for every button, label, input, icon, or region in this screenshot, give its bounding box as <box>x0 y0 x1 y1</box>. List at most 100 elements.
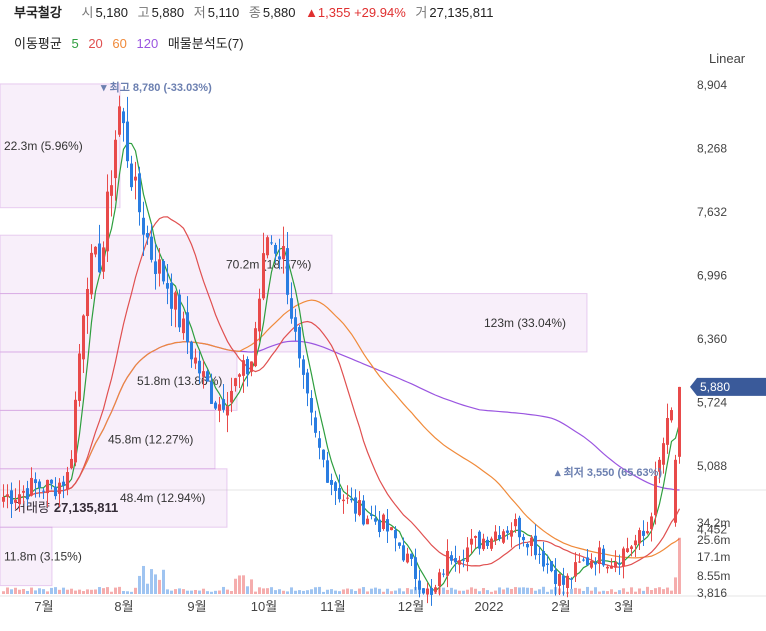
candle-body <box>122 111 125 124</box>
volume-bar <box>178 588 181 594</box>
candle-body <box>278 256 281 260</box>
volume-bar <box>306 590 309 594</box>
volume-bar <box>206 591 209 594</box>
candle-body <box>406 553 409 563</box>
volume-bar <box>530 587 533 594</box>
volume-bar <box>666 587 669 594</box>
candle-body <box>338 488 341 500</box>
candle-body <box>98 243 101 273</box>
volume-bar <box>454 589 457 594</box>
volume-bar <box>82 591 85 594</box>
candle-body <box>162 260 165 282</box>
volume-bar <box>638 588 641 594</box>
low-marker: ▴ 최저 3,550 (65.63%) <box>554 465 662 479</box>
candle-body <box>102 247 105 272</box>
scale-mode-toggle[interactable]: Linear <box>709 51 746 66</box>
candle-body <box>190 341 193 360</box>
candle-body <box>666 417 669 445</box>
candle-body <box>370 514 373 516</box>
volume-bar <box>34 590 37 594</box>
volume-bar <box>622 588 625 594</box>
volume-bar <box>410 589 413 594</box>
quote-header: 부국철강 시 5,180 고 5,880 저 5,110 종 5,880 ▲1,355 … <box>14 2 493 21</box>
candle-body <box>78 353 81 401</box>
x-tick-label: 9월 <box>187 599 206 614</box>
volume-bar <box>446 589 449 594</box>
candles-group <box>2 95 681 606</box>
candle-body <box>94 246 97 255</box>
volume-bar <box>462 590 465 594</box>
ma-60[interactable]: 60 <box>112 36 127 51</box>
candle-body <box>314 417 317 433</box>
volume-bar <box>174 589 177 594</box>
volume-bar <box>514 587 517 594</box>
candle-body <box>2 496 5 502</box>
y-tick-label: 6,360 <box>697 332 727 346</box>
candle-body <box>650 516 653 530</box>
volume-bar <box>442 587 445 594</box>
volume-bar <box>322 591 325 594</box>
ma-120[interactable]: 120 <box>136 36 159 51</box>
volume-bar <box>146 583 149 594</box>
volume-bar <box>318 586 321 594</box>
x-tick-label: 7월 <box>34 599 53 614</box>
candle-body <box>346 497 349 499</box>
candle-body <box>574 562 577 577</box>
candle-body <box>54 486 57 497</box>
candle-body <box>126 121 129 162</box>
indicator-legend[interactable]: 이동평균 5 20 60 120 매물분석도(7) <box>14 33 250 52</box>
candle-body <box>678 386 681 457</box>
candle-body <box>526 543 529 548</box>
candle-body <box>670 410 673 421</box>
volume-bar <box>310 589 313 594</box>
volume-bar <box>390 591 393 594</box>
current-price-tag <box>690 377 766 396</box>
volume-bar <box>126 591 129 594</box>
candle-body <box>454 558 457 563</box>
candle-body <box>390 527 393 531</box>
candle-body <box>362 500 365 525</box>
volume-bar <box>98 587 101 594</box>
candle-body <box>114 139 117 179</box>
volume-profile-label[interactable]: 매물분석도(7) <box>167 36 244 51</box>
candle-body <box>578 561 581 563</box>
ma-label[interactable]: 이동평균 <box>14 36 62 51</box>
volume-bar <box>606 591 609 594</box>
volume-bar <box>630 587 633 594</box>
candle-body <box>50 479 53 484</box>
candle-body <box>290 298 293 319</box>
candle-body <box>442 573 445 575</box>
ma-20[interactable]: 20 <box>88 36 103 51</box>
volume-bar <box>26 590 29 594</box>
candle-body <box>554 569 557 585</box>
volume-label: 거 <box>415 5 428 20</box>
candle-body <box>382 514 385 530</box>
volume-bar <box>198 590 201 594</box>
volume-bar <box>418 587 421 594</box>
candle-body <box>34 479 37 484</box>
candle-body <box>298 327 301 359</box>
volume-profile-label: 70.2m (18.77%) <box>226 257 311 271</box>
volume-bar <box>46 591 49 594</box>
volume-bar <box>166 589 169 594</box>
volume-bar <box>426 591 429 594</box>
stock-name: 부국철강 <box>14 5 62 20</box>
volume-bar <box>190 590 193 594</box>
candle-body <box>6 494 9 498</box>
volume-bar <box>346 588 349 594</box>
volume-bar <box>118 586 121 594</box>
candle-body <box>506 530 509 533</box>
candle-body <box>282 246 285 260</box>
ma-5[interactable]: 5 <box>71 36 79 51</box>
volume-bar <box>378 588 381 594</box>
candle-body <box>586 557 589 566</box>
volume-bar <box>270 587 273 594</box>
volume-bar <box>90 589 93 594</box>
candle-body <box>22 490 25 493</box>
candle-body <box>86 288 89 317</box>
candle-body <box>570 578 573 580</box>
volume-bar <box>502 589 505 594</box>
candle-body <box>158 259 161 274</box>
